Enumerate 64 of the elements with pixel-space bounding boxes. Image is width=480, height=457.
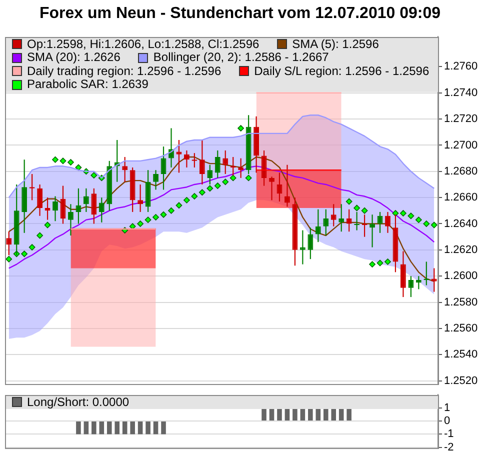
point: [430, 222, 438, 228]
point: [222, 178, 229, 186]
y-tick-label: 1.2740: [444, 86, 478, 99]
point: [214, 182, 221, 189]
chart-title: Forex um Neun - Stundenchart vom 12.07.2010 09:09: [38, 5, 442, 23]
legend-label: Daily S/L region: 1.2596 - 1.2596: [254, 64, 430, 78]
point: [408, 212, 414, 220]
y-tick-label: 1.2620: [444, 244, 478, 256]
point: [369, 261, 376, 268]
legend-label: Bollinger (20, 2): 1.2586 - 1.2667: [153, 50, 329, 65]
point: [198, 189, 206, 196]
point: [52, 156, 58, 163]
legend-label: Daily trading region: 1.2596 - 1.2596: [27, 64, 222, 78]
point: [184, 196, 190, 204]
point: [68, 159, 74, 166]
y-tick-label: 1.2760: [444, 60, 478, 73]
y-tick-label: 1.2580: [444, 296, 478, 308]
y-tick-label: 1: [444, 402, 450, 414]
y-tick-label: 1.2520: [444, 374, 478, 387]
point: [400, 210, 406, 216]
point: [28, 244, 36, 250]
point: [36, 232, 43, 239]
y-tick-label: 1.2720: [444, 113, 478, 126]
y-tick-label: -1: [444, 428, 454, 440]
point: [230, 174, 236, 182]
point: [245, 174, 252, 182]
y-tick-label: 1.2600: [444, 270, 478, 282]
point: [354, 204, 360, 212]
point: [144, 216, 152, 224]
point: [6, 256, 12, 262]
y-tick-label: 1.2700: [444, 139, 478, 152]
legend-label: Op:1.2598, Hi:1.2606, Lo:1.2588, Cl:1.2596: [27, 36, 260, 52]
point: [160, 211, 167, 218]
point: [415, 216, 422, 224]
point: [384, 258, 391, 265]
legend-label: SMA (20): 1.2626: [27, 50, 120, 65]
point: [423, 220, 430, 227]
y-tick-label: 1.2640: [444, 218, 478, 230]
point: [44, 222, 51, 228]
point: [152, 214, 159, 220]
legend-label: SMA (5): 1.2596: [292, 36, 379, 52]
y-tick-label: 1.2660: [444, 192, 478, 204]
point: [137, 220, 144, 227]
point: [191, 193, 198, 200]
point: [176, 202, 182, 209]
legend-label: Long/Short: 0.0000: [27, 394, 130, 410]
point: [361, 207, 368, 214]
candlestick: [431, 268, 437, 292]
point: [129, 223, 136, 230]
y-tick-label: 1.2680: [444, 165, 478, 178]
point: [60, 158, 66, 164]
point: [21, 250, 28, 258]
point: [238, 125, 244, 132]
point: [168, 207, 174, 214]
point: [90, 172, 98, 179]
y-tick-label: 1.2560: [444, 322, 478, 334]
point: [376, 260, 384, 266]
y-tick-label: 1.2540: [444, 348, 478, 361]
y-tick-label: -2: [444, 441, 454, 454]
y-tick-label: 0: [444, 415, 450, 428]
point: [392, 210, 399, 216]
point: [206, 185, 214, 192]
legend-label: Parabolic SAR: 1.2639: [27, 77, 148, 92]
point: [346, 198, 352, 205]
